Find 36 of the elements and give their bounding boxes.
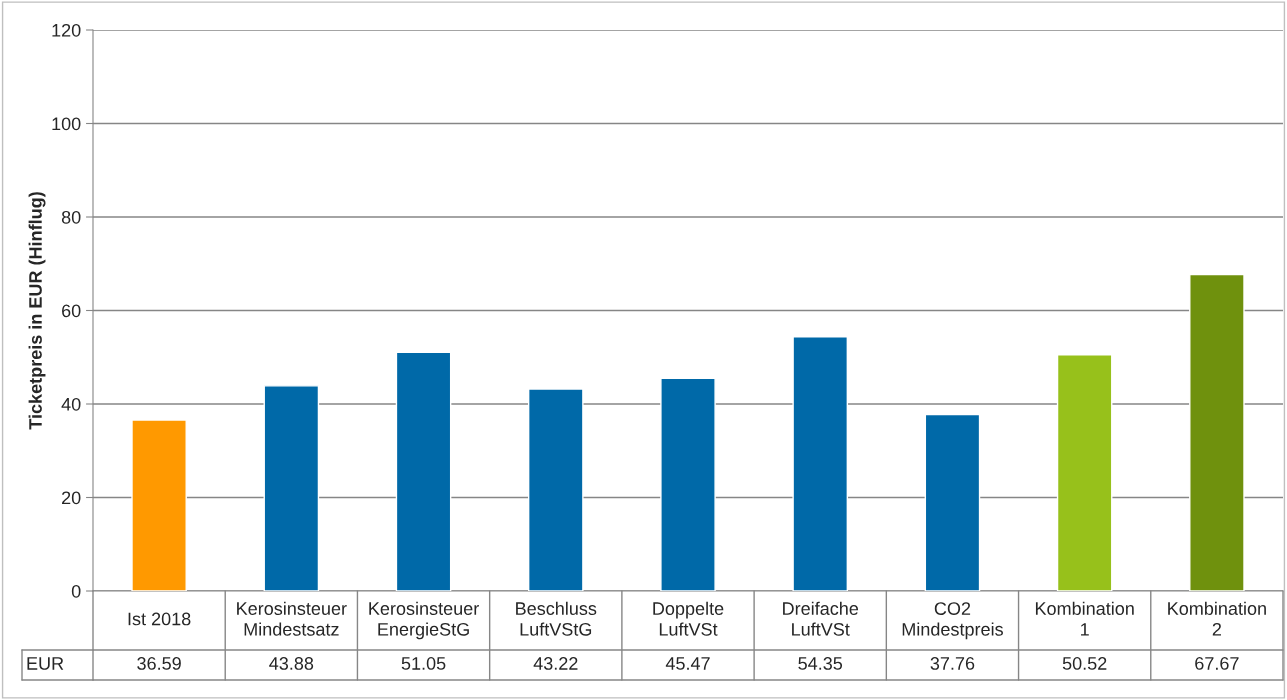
data-label: 67.67 <box>1195 657 1239 670</box>
x-tick-label: Kerosinsteuer Mindestsatz <box>237 601 347 636</box>
data-label: 37.76 <box>930 657 975 670</box>
data-label: 43.88 <box>269 657 314 670</box>
bar <box>131 419 187 591</box>
data-label: 43.22 <box>533 657 578 670</box>
y-tick-label: 100 <box>52 117 81 131</box>
text: EUR <box>27 657 64 670</box>
x-tick-label: Kombination 2 <box>1168 601 1266 636</box>
y-tick-label: 60 <box>62 304 81 318</box>
bar <box>395 351 452 591</box>
x-tick-label: Kerosinsteuer EnergieStG <box>369 601 479 640</box>
bar <box>792 336 849 591</box>
y-axis-title: Ticketpreis in EUR (Hinflug) <box>28 192 46 430</box>
x-tick-label: Kombination 1 <box>1035 601 1134 636</box>
data-label: 50.52 <box>1062 657 1107 670</box>
x-tick-label: Ist 2018 <box>128 612 191 626</box>
bar <box>527 388 584 591</box>
y-tick-label: 40 <box>61 397 81 411</box>
bar <box>263 385 320 591</box>
data-label: 45.47 <box>665 657 710 670</box>
bar <box>660 377 716 591</box>
bar <box>1056 354 1113 591</box>
x-tick-label: Dreifache LuftVSt <box>783 601 859 636</box>
data-label: 36.59 <box>137 657 181 670</box>
bar <box>924 413 981 591</box>
data-label: 51.05 <box>401 657 446 670</box>
y-tick-label: 80 <box>61 210 81 224</box>
y-tick-label: 20 <box>62 491 81 505</box>
x-tick-label: Doppelte LuftVSt <box>653 601 724 636</box>
y-tick-label: 120 <box>52 23 81 37</box>
x-tick-label: CO2 Mindestpreis <box>902 602 1003 640</box>
x-tick-label: Beschluss LuftVStG <box>516 601 597 636</box>
bar <box>1189 273 1245 591</box>
data-label: 54.35 <box>798 657 843 670</box>
y-tick-label: 0 <box>71 584 81 598</box>
